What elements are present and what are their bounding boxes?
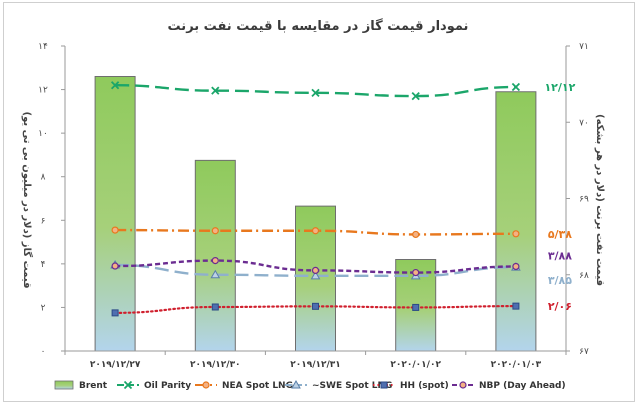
hh-spot-point xyxy=(512,302,520,310)
hh-spot-point xyxy=(111,309,119,317)
x-tick-label: ۲۰۲۰/۰۱/۰۳ xyxy=(491,360,542,370)
oil-parity-line xyxy=(115,84,516,98)
hh-spot-end-label: ۲/۰۶ xyxy=(548,300,572,313)
legend: Brent Oil Parity NEA Spot LNG ~SWE Spot LNG… xyxy=(54,379,566,391)
right-tick-label: ۶۸ xyxy=(579,271,589,281)
right-tick-label: ۶۷ xyxy=(579,347,589,357)
nbp-day-ahead-point xyxy=(311,266,320,274)
brent-bar xyxy=(495,91,537,352)
brent-bar xyxy=(194,159,236,352)
chart-title: نمودار قیمت گاز در مقایسه با قیمت نفت بر… xyxy=(168,18,469,34)
nbp-day-ahead-point xyxy=(512,262,520,271)
x-tick-label: ۲۰۱۹/۱۲/۳۱ xyxy=(290,360,341,370)
nbp-day-ahead-point xyxy=(111,262,119,270)
nbp-day-ahead-end-label: ۳/۸۸ xyxy=(548,249,572,262)
hh-spot-point xyxy=(312,302,319,310)
legend-label-brent: Brent xyxy=(79,381,108,391)
nea-spot-lng-point xyxy=(111,226,119,234)
legend-label-swe-spot-lng: ~SWE Spot LNG xyxy=(312,381,392,391)
oil-parity-point xyxy=(411,91,420,101)
chart-frame xyxy=(3,2,635,402)
left-axis-title: قیمت گاز (دلار در میلیون بی تی یو) xyxy=(21,112,34,289)
legend-label-oil-parity: Oil Parity xyxy=(144,381,191,391)
x-tick-label: ۲۰۲۰/۰۱/۰۲ xyxy=(390,360,441,370)
oil-parity-end-label: ۱۲/۱۲ xyxy=(544,81,575,94)
legend-swatch-brent xyxy=(54,380,74,390)
left-tick-label: ۱۲ xyxy=(38,86,48,96)
oil-parity-point xyxy=(511,82,521,92)
oil-parity-point xyxy=(311,88,320,97)
left-tick-label: ۶ xyxy=(41,216,46,226)
nea-spot-lng-point xyxy=(412,230,420,239)
legend-label-hh-spot: HH (spot) xyxy=(400,381,449,391)
legend-item-brent: Brent xyxy=(54,380,108,391)
labels-layer: ۱۲/۱۲ ۵/۳۸ ۳/۸۵ ۲/۰۶ ۳/۸۸ xyxy=(544,81,575,313)
left-tick-label: ۰ xyxy=(41,347,46,357)
left-tick-label: ۱۴ xyxy=(38,42,48,52)
legend-label-nbp-day-ahead: NBP (Day Ahead) xyxy=(479,381,566,391)
legend-marker-nbp-day-ahead xyxy=(459,381,467,389)
x-tick-label: ۲۰۱۹/۱۲/۳۰ xyxy=(190,360,241,370)
legend-item-swe-spot-lng: ~SWE Spot LNG xyxy=(285,379,392,391)
oil-parity-point xyxy=(110,81,120,90)
hh-spot-point xyxy=(412,303,420,311)
lines-layer xyxy=(110,81,521,317)
swe-spot-lng-point xyxy=(210,269,221,279)
legend-marker-oil-parity xyxy=(123,380,133,390)
x-tick-label: ۲۰۱۹/۱۲/۲۷ xyxy=(90,360,141,370)
legend-item-nbp-day-ahead: NBP (Day Ahead) xyxy=(452,381,566,391)
left-tick-label: ۸ xyxy=(41,173,46,183)
left-tick-label: ۴ xyxy=(41,260,46,270)
legend-marker-swe-spot-lng xyxy=(291,379,301,389)
oil-parity-point xyxy=(211,86,220,95)
nea-spot-lng-point xyxy=(512,230,520,238)
hh-spot-point xyxy=(211,303,219,311)
left-tick-label: ۲ xyxy=(41,303,46,313)
legend-marker-hh-spot xyxy=(380,381,388,389)
right-tick-label: ۶۹ xyxy=(579,195,589,205)
right-tick-label: ۷۰ xyxy=(579,118,589,128)
right-axis-title: قیمت نفت برنت (دلار در هر بشکه) xyxy=(594,114,605,286)
legend-label-nea-spot-lng: NEA Spot LNG xyxy=(222,381,293,391)
nbp-day-ahead-point xyxy=(412,268,420,277)
legend-item-nea-spot-lng: NEA Spot LNG xyxy=(195,381,293,391)
right-tick-label: ۷۱ xyxy=(579,42,589,52)
swe-spot-lng-point xyxy=(310,270,321,280)
nbp-day-ahead-point xyxy=(211,256,219,265)
swe-spot-lng-end-label: ۳/۸۵ xyxy=(548,274,572,287)
nea-spot-lng-point xyxy=(211,227,219,235)
legend-marker-nea-spot-lng xyxy=(202,381,210,389)
legend-item-oil-parity: Oil Parity xyxy=(117,380,191,391)
legend-item-hh-spot: HH (spot) xyxy=(373,381,449,391)
hh-spot-line xyxy=(114,305,517,314)
nea-spot-lng-line xyxy=(115,228,516,236)
nea-spot-lng-end-label: ۵/۳۸ xyxy=(548,228,572,241)
left-tick-label: ۱۰ xyxy=(38,129,48,139)
nea-spot-lng-point xyxy=(311,227,320,235)
